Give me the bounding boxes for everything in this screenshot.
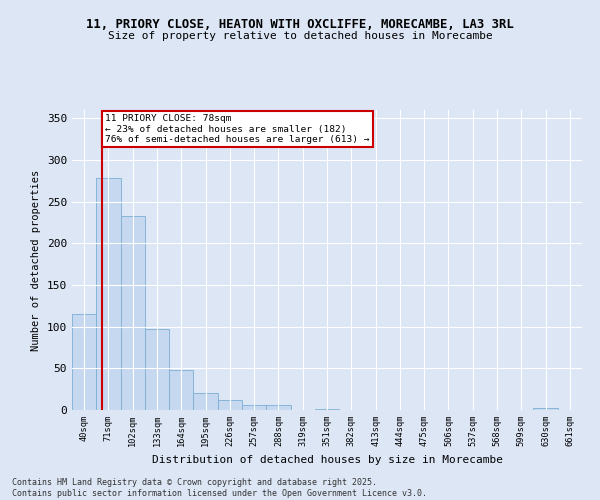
Bar bbox=[533, 408, 558, 410]
Bar bbox=[121, 216, 145, 410]
Bar bbox=[96, 178, 121, 410]
Bar bbox=[315, 409, 339, 410]
Text: Contains HM Land Registry data © Crown copyright and database right 2025.
Contai: Contains HM Land Registry data © Crown c… bbox=[12, 478, 427, 498]
Text: 11 PRIORY CLOSE: 78sqm
← 23% of detached houses are smaller (182)
76% of semi-de: 11 PRIORY CLOSE: 78sqm ← 23% of detached… bbox=[106, 114, 370, 144]
Bar bbox=[242, 405, 266, 410]
X-axis label: Distribution of detached houses by size in Morecambe: Distribution of detached houses by size … bbox=[151, 454, 503, 464]
Y-axis label: Number of detached properties: Number of detached properties bbox=[31, 170, 41, 350]
Bar bbox=[266, 405, 290, 410]
Bar bbox=[72, 314, 96, 410]
Bar bbox=[193, 394, 218, 410]
Text: 11, PRIORY CLOSE, HEATON WITH OXCLIFFE, MORECAMBE, LA3 3RL: 11, PRIORY CLOSE, HEATON WITH OXCLIFFE, … bbox=[86, 18, 514, 30]
Bar bbox=[145, 329, 169, 410]
Bar bbox=[218, 400, 242, 410]
Bar bbox=[169, 370, 193, 410]
Text: Size of property relative to detached houses in Morecambe: Size of property relative to detached ho… bbox=[107, 31, 493, 41]
